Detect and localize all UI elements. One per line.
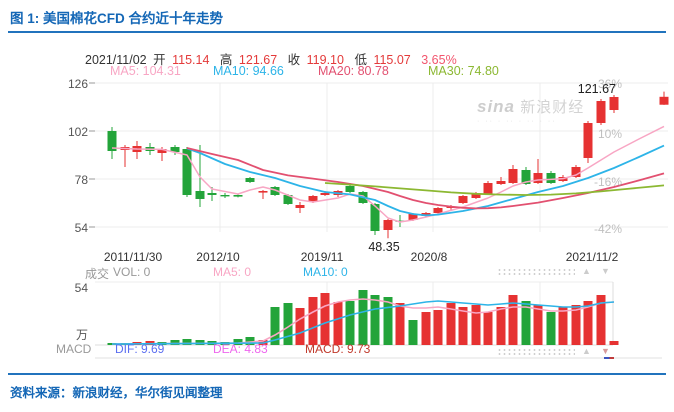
volume-tick-54: 54 <box>74 281 88 295</box>
ma10-label: MA10: 94.66 <box>213 64 284 78</box>
source-note: 资料来源：新浪财经，华尔街见闻整理 <box>10 386 223 400</box>
price-tick-78: 78 <box>74 173 88 187</box>
scroll-down-arrow[interactable]: ▼ <box>601 266 610 276</box>
volume-vol-value: VOL: 0 <box>113 265 151 279</box>
change-percent: 3.65% <box>421 53 457 67</box>
x-tick-2011: 2011/11/30 <box>103 250 163 264</box>
bottom-divider <box>8 373 666 375</box>
chart-scroll-handle[interactable] <box>497 268 575 276</box>
pct-tick-10: 10% <box>597 127 622 141</box>
close-label: 收 <box>287 53 301 67</box>
pct-tick-36: 36% <box>597 77 622 91</box>
price-ma20-line <box>186 147 665 210</box>
volume-ma5-value: MA5: 0 <box>213 265 252 279</box>
scroll-mini-mark <box>604 357 614 359</box>
candlestick-series <box>107 91 669 239</box>
price-ma-lines <box>111 125 665 223</box>
high-value: 121.67 <box>238 53 278 67</box>
high-label: 高 <box>219 53 233 67</box>
x-tick-2012: 2012/10 <box>196 250 240 264</box>
price-tick-54: 54 <box>74 221 88 235</box>
volume-scroll-down-arrow[interactable]: ▼ <box>601 346 610 356</box>
ma20-label: MA20: 80.78 <box>318 64 389 78</box>
watermark-text: 新浪财经 <box>520 99 585 116</box>
open-label: 开 <box>153 53 166 67</box>
volume-scroll-handle[interactable] <box>497 348 575 356</box>
volume-ma-lines <box>111 298 615 345</box>
ma5-label: MA5: 104.31 <box>110 64 181 78</box>
watermark-subtext: · ·· · ·· · ·· · ·· <box>477 118 557 125</box>
macd-label: MACD <box>56 342 92 356</box>
pct-tick--42: -42% <box>593 222 622 236</box>
price-ma5-line <box>111 125 665 223</box>
macd-dif-value: DIF: 9.69 <box>115 342 165 356</box>
pct-tick--16: -16% <box>593 175 622 189</box>
ohlc-date: 2021/11/02 <box>85 53 147 67</box>
low-value: 115.07 <box>373 53 411 67</box>
ma30-label: MA30: 74.80 <box>428 64 499 78</box>
volume-label: 成交 <box>85 267 110 281</box>
watermark-sina-logo: sina <box>477 97 516 116</box>
top-divider <box>8 31 666 33</box>
high-annotation: 121.67 <box>577 82 616 96</box>
macd-dea-value: DEA: 4.83 <box>213 342 268 356</box>
x-tick-2019: 2019/11 <box>300 250 344 264</box>
close-value: 119.10 <box>306 53 344 67</box>
low-annotation: 48.35 <box>368 240 400 254</box>
x-tick-2020: 2020/8 <box>410 250 448 264</box>
low-label: 低 <box>354 53 367 67</box>
volume-scroll-up-arrow[interactable]: ▲ <box>582 346 591 356</box>
scroll-up-arrow[interactable]: ▲ <box>582 266 591 276</box>
price-ma10-line <box>186 144 665 217</box>
x-tick-2021: 2021/11/2 <box>565 250 619 264</box>
price-tick-102: 102 <box>67 125 88 139</box>
macd-macd-value: MACD: 9.73 <box>305 342 371 356</box>
watermark: sina 新浪财经 · ·· · ·· · ·· · ·· <box>477 96 584 125</box>
open-value: 115.14 <box>172 53 210 67</box>
volume-ma10-value: MA10: 0 <box>303 265 348 279</box>
price-ma30-line <box>324 182 665 196</box>
ohlc-header: 2021/11/02 开 115.14 高 121.67 收 119.10 低 … <box>85 49 457 68</box>
figure-title: 图 1: 美国棉花CFD 合约近十年走势 <box>10 11 224 26</box>
volume-unit: 万 <box>75 328 88 342</box>
price-tick-126: 126 <box>67 77 88 91</box>
